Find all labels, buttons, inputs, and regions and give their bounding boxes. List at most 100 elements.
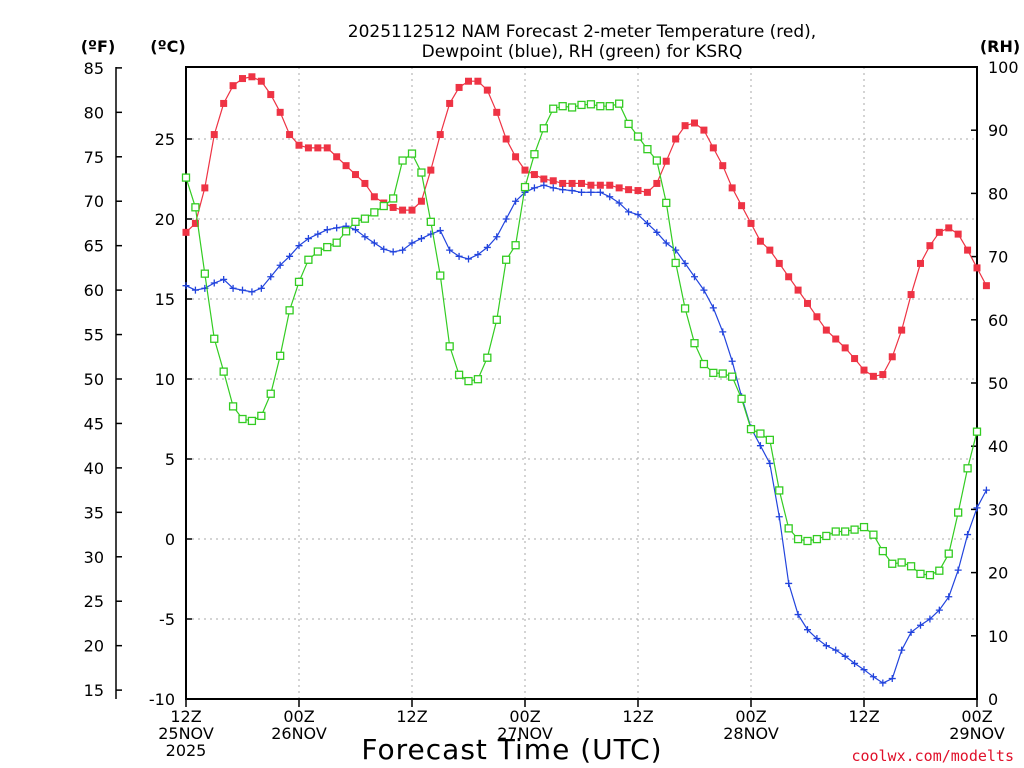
- rh-unit-label: (RH): [980, 37, 1020, 56]
- fahrenheit-tick-label: 85: [84, 59, 104, 78]
- fahrenheit-tick-label: 70: [84, 192, 104, 211]
- data-point: [851, 659, 859, 667]
- data-point: [888, 559, 897, 568]
- data-point: [267, 273, 275, 281]
- fahrenheit-tick-label: 40: [84, 459, 104, 478]
- series-line: [185, 184, 987, 684]
- data-point: [700, 286, 708, 294]
- data-point: [407, 149, 417, 158]
- data-point: [436, 227, 444, 235]
- data-point: [860, 666, 868, 674]
- series-line: [185, 102, 978, 576]
- rh-tick-label: 30: [988, 500, 1008, 519]
- data-point: [615, 199, 623, 207]
- data-point: [578, 188, 585, 196]
- data-point: [465, 77, 472, 85]
- data-point: [276, 261, 284, 269]
- data-point: [709, 144, 717, 152]
- fahrenheit-tick-label: 35: [84, 503, 104, 522]
- data-point: [210, 279, 218, 287]
- data-point: [728, 184, 736, 192]
- data-point: [408, 206, 416, 214]
- data-point: [747, 219, 755, 227]
- data-point: [512, 197, 520, 205]
- data-point: [945, 593, 953, 601]
- data-point: [511, 241, 520, 250]
- data-point: [399, 246, 407, 254]
- data-point: [540, 175, 548, 183]
- data-point: [907, 291, 915, 299]
- data-point: [314, 144, 322, 152]
- data-point: [888, 353, 896, 361]
- data-point: [738, 202, 746, 210]
- data-point: [973, 504, 981, 512]
- fahrenheit-tick-label: 30: [84, 548, 104, 567]
- data-point: [220, 99, 228, 107]
- data-point: [512, 153, 520, 161]
- data-point: [446, 246, 454, 254]
- data-point: [333, 153, 341, 161]
- data-point: [398, 156, 407, 165]
- data-point: [691, 273, 698, 281]
- data-point: [502, 255, 511, 264]
- celsius-tick-label: 15: [155, 290, 175, 309]
- data-point: [916, 569, 925, 579]
- data-point: [718, 369, 727, 378]
- data-point: [606, 193, 614, 201]
- data-point: [295, 141, 303, 149]
- data-point: [879, 679, 887, 687]
- data-point: [680, 304, 690, 313]
- rh-tick-label: 70: [988, 248, 1008, 267]
- data-point: [719, 162, 727, 170]
- data-point: [276, 108, 284, 116]
- data-point: [493, 108, 501, 116]
- data-point: [709, 304, 717, 312]
- data-point: [530, 171, 538, 179]
- data-point: [605, 102, 614, 111]
- x-axis-label: Forecast Time (UTC): [361, 733, 662, 766]
- data-point: [502, 215, 510, 223]
- data-point: [643, 219, 651, 227]
- rh-tick-label: 20: [988, 564, 1008, 583]
- data-point: [257, 77, 265, 85]
- x-tick-label: 27NOV: [497, 724, 553, 743]
- data-point: [380, 245, 388, 253]
- data-point: [804, 299, 811, 307]
- rh-tick-label: 50: [988, 374, 1008, 393]
- x-tick-label: 25NOV: [158, 724, 214, 743]
- data-point: [596, 188, 604, 196]
- data-point: [228, 402, 238, 411]
- axis-ticks: 152025303540455055606570758085-10-505101…: [84, 58, 1019, 760]
- data-point: [859, 522, 869, 532]
- data-point: [925, 570, 935, 580]
- data-point: [408, 239, 416, 247]
- data-point: [982, 486, 990, 494]
- data-point: [728, 372, 737, 381]
- data-point: [417, 235, 425, 243]
- data-point: [793, 534, 803, 544]
- data-point: [841, 652, 849, 660]
- data-point: [756, 429, 765, 438]
- data-point: [239, 75, 246, 83]
- data-point: [549, 177, 557, 185]
- data-point: [812, 534, 822, 544]
- data-point: [775, 513, 783, 521]
- data-point: [973, 264, 981, 272]
- x-tick-label: 00Z: [509, 707, 540, 726]
- data-point: [578, 179, 585, 187]
- data-point: [699, 359, 709, 369]
- data-point: [304, 144, 312, 152]
- data-point: [417, 197, 425, 205]
- data-point: [851, 355, 859, 363]
- data-point: [972, 427, 982, 436]
- rh-tick-label: 100: [988, 58, 1019, 77]
- x-tick-label: 29NOV: [949, 724, 1005, 743]
- data-point: [248, 288, 256, 296]
- data-point: [587, 188, 595, 196]
- data-point: [898, 646, 906, 654]
- data-point: [878, 546, 887, 556]
- rh-tick-label: 0: [988, 690, 998, 709]
- fahrenheit-tick-label: 65: [84, 237, 104, 256]
- data-point: [191, 203, 200, 212]
- data-point: [643, 188, 651, 196]
